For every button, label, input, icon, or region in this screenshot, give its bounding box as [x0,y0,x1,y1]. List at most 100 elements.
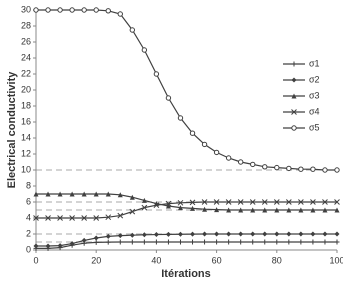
y-tick-label: 0 [26,244,31,254]
marker [298,207,304,213]
marker [45,215,51,221]
marker [249,199,256,205]
marker [105,239,111,245]
marker [334,167,340,173]
marker [226,207,232,213]
series-line [36,201,337,219]
marker [69,241,75,247]
marker [274,207,280,213]
marker [81,215,88,221]
marker [262,239,268,245]
legend-marker [291,77,297,83]
legend-marker [291,125,297,131]
marker [153,71,160,77]
legend-label: σ3 [309,90,320,100]
marker [334,199,340,205]
legend-marker [291,109,297,115]
marker [202,239,208,245]
marker [226,239,232,245]
marker [250,207,256,213]
marker [129,27,136,33]
marker [286,207,292,213]
marker [33,191,39,197]
marker [334,239,340,245]
x-tick-label: 100 [329,255,343,265]
marker [322,199,328,205]
y-tick-label: 10 [21,164,31,174]
marker [105,233,111,239]
marker [165,239,171,245]
marker [201,141,208,148]
marker [214,239,220,245]
legend-label: σ5 [309,122,320,132]
marker [69,191,75,197]
marker [81,7,87,13]
marker [153,239,159,245]
marker [177,239,183,245]
marker [238,239,244,245]
marker [310,231,316,237]
x-tick-label: 0 [33,255,38,265]
marker [93,191,99,197]
y-tick-label: 24 [21,52,31,62]
legend-label: σ2 [309,74,320,84]
marker [225,155,232,161]
marker [237,199,244,205]
marker [117,233,123,239]
marker [45,191,51,197]
marker [310,207,316,213]
y-tick-label: 22 [21,68,31,78]
marker [238,231,244,237]
marker [165,95,172,101]
marker [69,215,75,221]
marker [250,161,256,168]
x-tick-label: 20 [91,255,101,265]
marker [202,231,208,237]
y-axis-label: Electrical conductivity [6,71,18,189]
y-tick-label: 4 [26,212,31,222]
marker [322,167,328,173]
marker [165,203,171,209]
marker [57,191,63,197]
y-tick-label: 26 [21,36,31,46]
marker [189,199,196,206]
marker [105,191,111,197]
y-tick-label: 30 [21,4,31,14]
y-tick-label: 12 [21,148,31,158]
marker [298,166,304,172]
marker [226,231,232,237]
series-line [36,193,337,211]
y-tick-label: 2 [26,228,31,238]
x-axis-label: Itérations [161,268,211,280]
marker [69,7,75,13]
marker [322,239,328,245]
marker [129,208,136,215]
marker [117,192,123,198]
marker [202,206,208,212]
marker [286,165,292,172]
marker [117,239,123,245]
marker [310,239,316,245]
marker [286,239,292,245]
marker [189,130,196,136]
marker [177,115,184,121]
marker [129,239,135,245]
y-tick-label: 18 [21,100,31,110]
marker [190,239,196,245]
marker [57,7,63,13]
marker [105,214,112,221]
marker [334,231,340,237]
marker [214,207,220,213]
marker [273,199,280,205]
marker [310,166,316,172]
y-tick-label: 16 [21,116,31,126]
marker [262,231,268,237]
marker [177,205,183,211]
marker [93,239,99,245]
marker [165,231,171,237]
marker [165,200,172,207]
marker [153,232,159,238]
marker [141,232,147,238]
marker [33,7,39,13]
